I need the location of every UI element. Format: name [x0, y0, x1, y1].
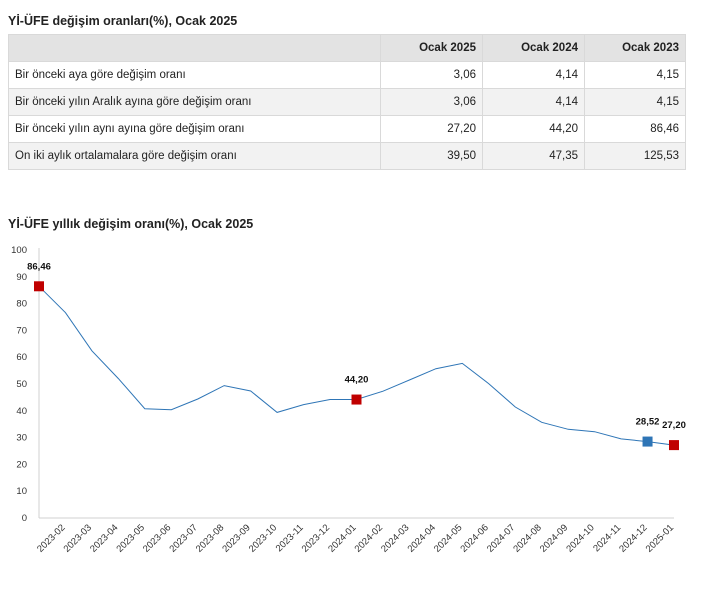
x-tick-label: 2024-07: [485, 522, 517, 554]
table-row: Bir önceki yılın Aralık ayına göre değiş…: [8, 88, 686, 116]
data-label: 27,20: [662, 420, 686, 431]
data-marker: [34, 281, 44, 292]
x-tick-label: 2024-04: [406, 522, 438, 554]
y-tick-label: 100: [11, 245, 27, 256]
table-cell: 4,14: [482, 88, 585, 116]
table-title: Yİ-ÜFE değişim oranları(%), Ocak 2025: [8, 14, 238, 28]
table-cell: 39,50: [380, 142, 483, 170]
y-tick-label: 20: [16, 459, 27, 470]
table-row: On iki aylık ortalamalara göre değişim o…: [8, 142, 686, 170]
chart-title: Yİ-ÜFE yıllık değişim oranı(%), Ocak 202…: [8, 217, 254, 231]
table-cell: 3,06: [380, 88, 483, 116]
x-tick-label: 2024-10: [564, 522, 596, 554]
table-cell: 86,46: [584, 115, 686, 143]
y-tick-label: 40: [16, 406, 27, 417]
table-cell: 27,20: [380, 115, 483, 143]
row-label: Bir önceki yılın aynı ayına göre değişim…: [8, 115, 381, 143]
x-tick-label: 2023-07: [167, 522, 199, 554]
x-tick-label: 2023-04: [88, 522, 120, 554]
y-tick-label: 60: [16, 352, 27, 363]
data-label: 28,52: [636, 417, 660, 428]
x-tick-label: 2024-09: [538, 522, 570, 554]
y-tick-label: 90: [16, 272, 27, 283]
x-tick-label: 2024-01: [326, 522, 358, 554]
line-chart: 01020304050607080901002023-022023-032023…: [11, 245, 686, 555]
table-cell: 47,35: [482, 142, 585, 170]
table-cell: 44,20: [482, 115, 585, 143]
data-marker: [351, 394, 362, 405]
table-cell: 3,06: [380, 61, 483, 89]
data-label: 44,20: [345, 375, 369, 386]
x-tick-label: 2024-12: [617, 522, 649, 554]
x-tick-label: 2023-12: [300, 522, 332, 554]
y-tick-label: 10: [16, 486, 27, 497]
data-table: Ocak 2025 Ocak 2024 Ocak 2023 Bir önceki…: [8, 34, 686, 170]
x-tick-label: 2023-02: [35, 522, 67, 554]
y-tick-label: 80: [16, 299, 27, 310]
row-label: Bir önceki aya göre değişim oranı: [8, 61, 381, 89]
x-tick-label: 2024-05: [432, 522, 464, 554]
table-header-cell: [8, 34, 381, 62]
x-tick-label: 2023-06: [141, 522, 173, 554]
x-tick-label: 2024-06: [458, 522, 490, 554]
x-tick-label: 2024-03: [379, 522, 411, 554]
row-label: On iki aylık ortalamalara göre değişim o…: [8, 142, 381, 170]
table-cell: 4,14: [482, 61, 585, 89]
x-tick-label: 2023-03: [62, 522, 94, 554]
row-label: Bir önceki yılın Aralık ayına göre değiş…: [8, 88, 381, 116]
x-tick-label: 2023-08: [194, 522, 226, 554]
table-cell: 125,53: [584, 142, 686, 170]
table-header-cell: Ocak 2023: [584, 34, 686, 62]
data-label: 86,46: [27, 261, 51, 272]
table-row: Bir önceki aya göre değişim oranı 3,06 4…: [8, 61, 686, 89]
series-line: [38, 285, 675, 446]
table-cell: 4,15: [584, 88, 686, 116]
table-header-cell: Ocak 2025: [380, 34, 483, 62]
x-tick-label: 2023-09: [220, 522, 252, 554]
data-marker: [669, 440, 679, 451]
x-tick-label: 2023-05: [115, 522, 147, 554]
y-tick-label: 0: [22, 513, 27, 524]
table-header-row: Ocak 2025 Ocak 2024 Ocak 2023: [8, 34, 686, 62]
y-tick-label: 70: [16, 325, 27, 336]
x-tick-label: 2025-01: [644, 522, 676, 554]
y-tick-label: 30: [16, 433, 27, 444]
y-tick-label: 50: [16, 379, 27, 390]
x-tick-label: 2024-08: [511, 522, 543, 554]
data-marker: [642, 436, 653, 447]
table-header-cell: Ocak 2024: [482, 34, 585, 62]
x-tick-label: 2023-10: [247, 522, 279, 554]
table-cell: 4,15: [584, 61, 686, 89]
x-tick-label: 2024-02: [353, 522, 385, 554]
table-row: Bir önceki yılın aynı ayına göre değişim…: [8, 115, 686, 143]
